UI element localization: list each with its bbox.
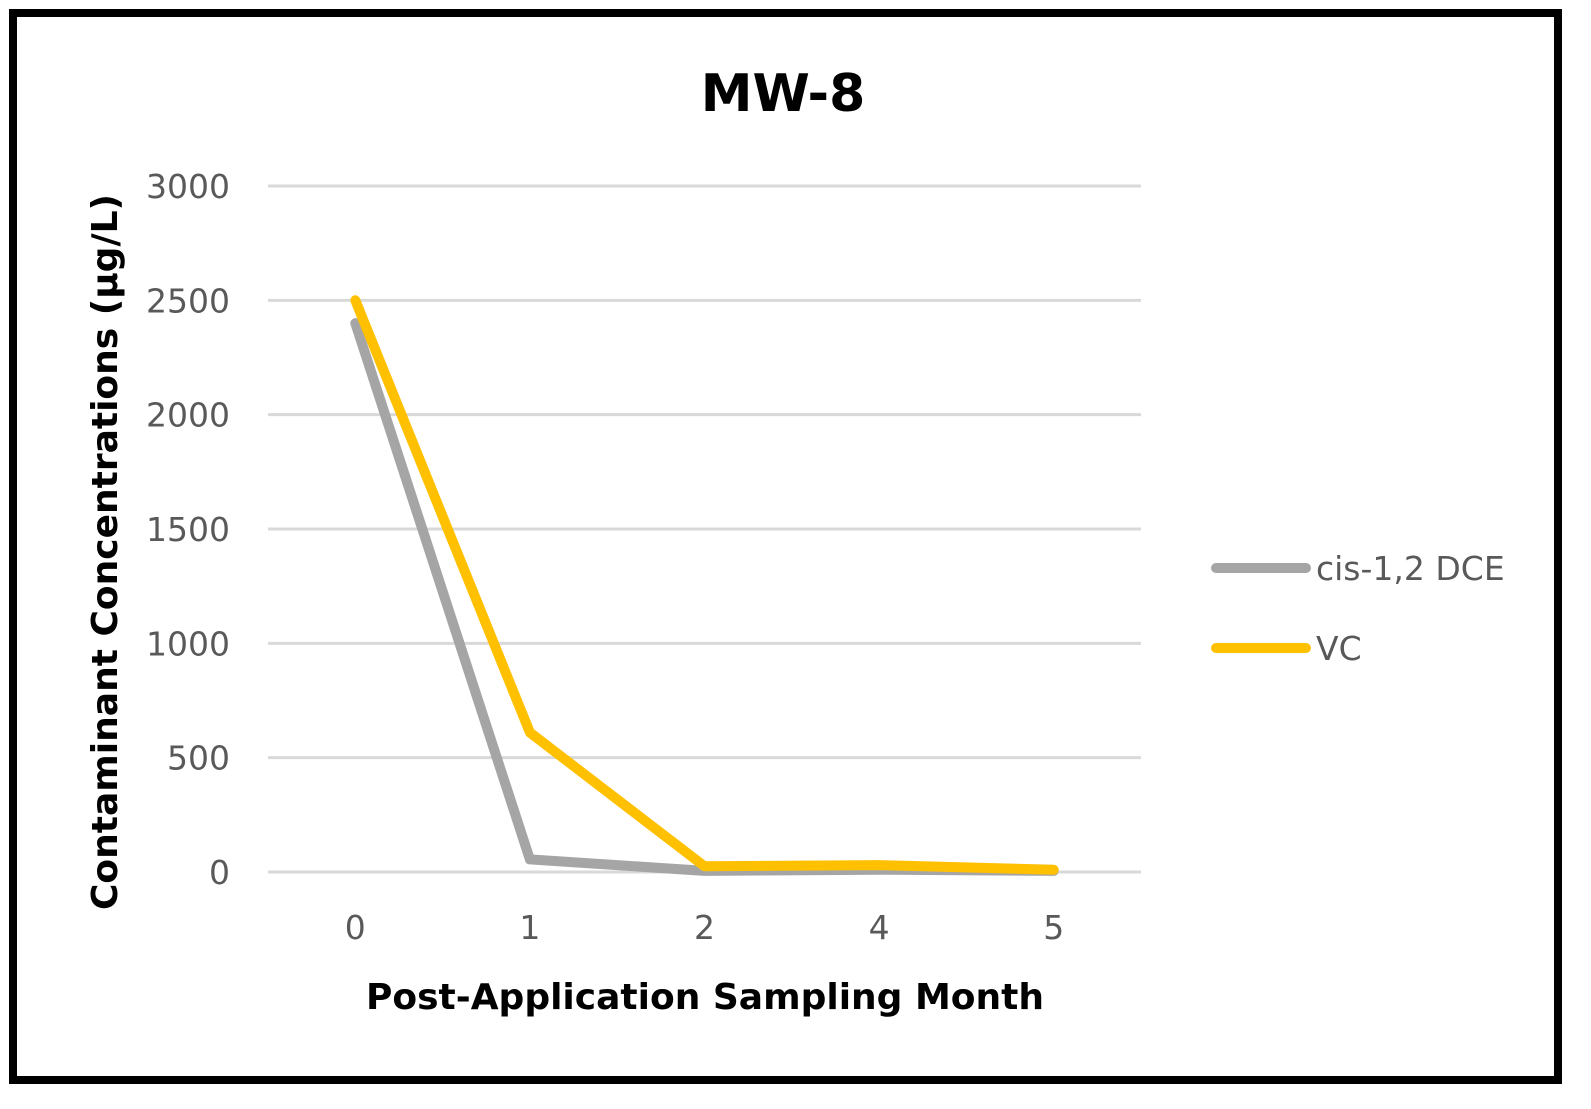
- legend-label: cis-1,2 DCE: [1316, 549, 1505, 588]
- legend-label: VC: [1316, 629, 1362, 668]
- gridlines: [268, 184, 1141, 874]
- legend: cis-1,2 DCE VC: [1211, 549, 1505, 668]
- y-tick-label: 500: [167, 739, 230, 778]
- x-tick-label: 2: [694, 908, 715, 947]
- y-tick-label: 0: [209, 853, 230, 892]
- y-tick-label: 1000: [146, 624, 230, 663]
- x-tick-label: 5: [1043, 908, 1064, 947]
- chart-title: MW-8: [701, 64, 866, 124]
- chart-frame: [9, 9, 1562, 1084]
- y-tick-label: 1500: [146, 510, 230, 549]
- series-line-cis-1-2-dce: [350, 318, 1059, 876]
- x-tick-label: 1: [519, 908, 540, 947]
- y-axis-ticks: 0 500 1000 1500 2000 2500 3000: [146, 167, 230, 892]
- series-line-vc: [350, 295, 1059, 875]
- y-tick-label: 2000: [146, 396, 230, 435]
- x-axis-ticks: 0 1 2 4 5: [345, 908, 1064, 947]
- y-tick-label: 3000: [146, 167, 230, 206]
- x-tick-label: 4: [869, 908, 890, 947]
- y-tick-label: 2500: [146, 281, 230, 320]
- x-axis-title: Post-Application Sampling Month: [366, 977, 1044, 1018]
- y-axis-title: Contaminant Concentrations (µg/L): [85, 194, 126, 910]
- series-lines: [350, 295, 1059, 876]
- x-tick-label: 0: [345, 908, 366, 947]
